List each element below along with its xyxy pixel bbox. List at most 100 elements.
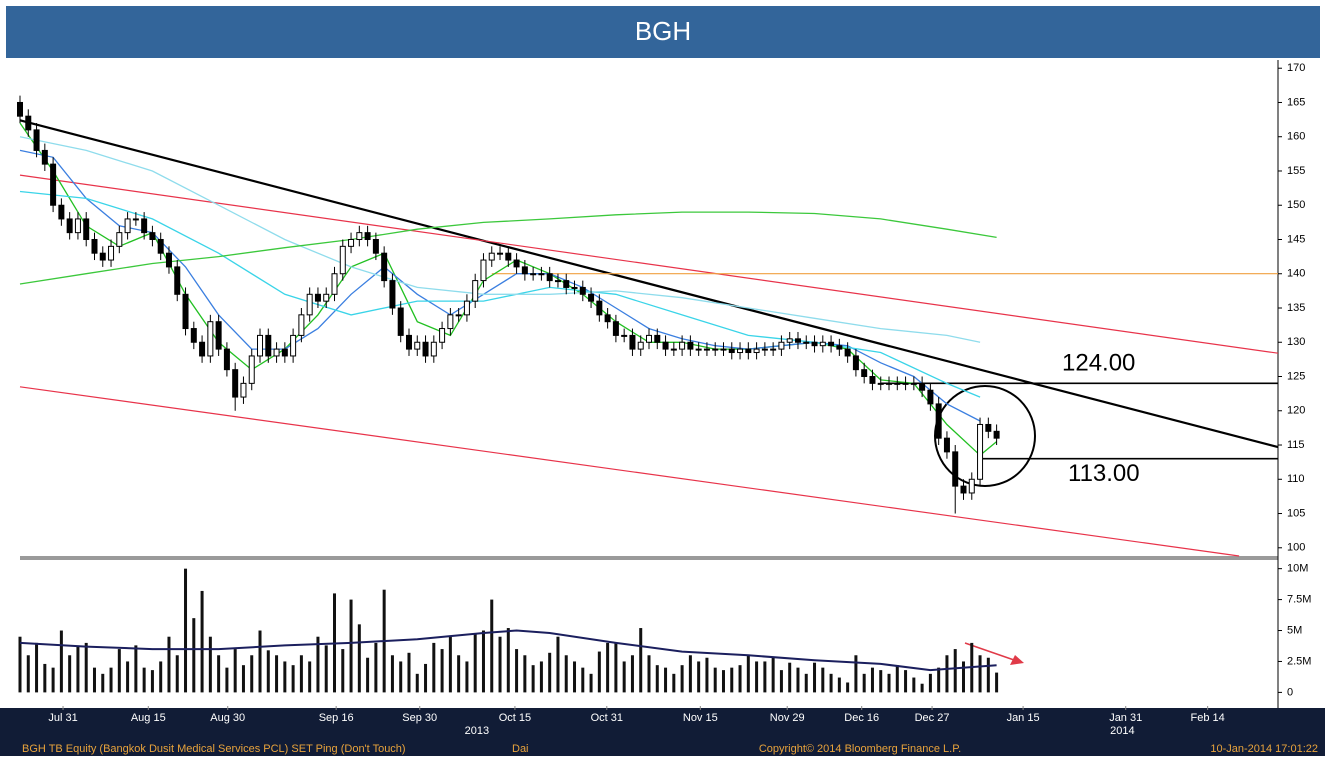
- volume-bar: [150, 670, 154, 693]
- volume-bar: [126, 661, 130, 693]
- volume-bar: [895, 665, 899, 693]
- y-tick-label: 115: [1287, 439, 1305, 451]
- candle-body: [290, 334, 297, 357]
- candle-body: [339, 245, 346, 275]
- candle-body: [41, 149, 48, 165]
- volume-bar: [76, 646, 80, 693]
- x-tick-label: Oct 31: [591, 712, 623, 724]
- volume-bar: [755, 661, 759, 693]
- candle-body: [695, 348, 702, 351]
- y-tick-label: 155: [1287, 165, 1305, 177]
- volume-bar: [995, 672, 999, 693]
- candle-body: [753, 348, 760, 354]
- volume-bar: [713, 667, 717, 693]
- x-tick-label: Aug 30: [210, 712, 245, 724]
- candle-body: [943, 437, 950, 453]
- volume-bar: [109, 667, 113, 693]
- volume-bar: [920, 683, 924, 693]
- volume-bar: [192, 618, 196, 693]
- volume-bar: [440, 649, 444, 693]
- volume-bar: [241, 665, 245, 693]
- volume-average: [19, 629, 997, 672]
- volume-bar: [84, 642, 88, 693]
- candle-body: [116, 232, 123, 247]
- candle-body: [745, 348, 752, 354]
- y-tick-label: 145: [1287, 233, 1305, 245]
- candle-body: [190, 328, 197, 343]
- volume-bar: [854, 655, 858, 693]
- candle-body: [17, 101, 23, 117]
- volume-bar: [655, 665, 659, 693]
- candle-body: [281, 348, 288, 357]
- candle-body: [637, 341, 644, 350]
- candle-body: [215, 321, 222, 350]
- candle-body: [199, 341, 206, 357]
- volume-bar: [457, 655, 461, 693]
- candle-body: [902, 382, 909, 385]
- x-tick-label: Feb 14: [1191, 712, 1225, 724]
- candle-body: [430, 341, 437, 357]
- footer-text: Dai: [512, 743, 529, 755]
- y2-tick-label: 10M: [1287, 563, 1308, 575]
- volume-bar: [606, 642, 610, 693]
- x-tick-label: Sep 30: [402, 712, 437, 724]
- candle-body: [124, 218, 131, 234]
- volume-bar: [796, 667, 800, 693]
- candle-body: [83, 218, 90, 240]
- candle-body: [993, 430, 1000, 439]
- candle-body: [563, 280, 570, 288]
- y-tick-label: 140: [1287, 268, 1305, 280]
- candle-body: [935, 403, 942, 439]
- y-tick-label: 160: [1287, 131, 1305, 143]
- volume-bar: [51, 667, 55, 693]
- volume-bar: [548, 652, 552, 693]
- volume-bar: [945, 655, 949, 693]
- candle-body: [74, 218, 81, 234]
- volume-bar: [175, 655, 179, 693]
- volume-bar: [639, 628, 643, 693]
- candle-body: [397, 307, 404, 336]
- volume-bar: [101, 673, 105, 693]
- candle-body: [596, 300, 603, 316]
- candle-body: [612, 321, 619, 336]
- candle-body: [761, 348, 768, 351]
- x-tick-label: Dec 16: [844, 712, 879, 724]
- candle-body: [422, 341, 429, 357]
- volume-bar: [341, 649, 345, 693]
- volume-bar: [829, 673, 833, 693]
- volume-bar: [225, 667, 229, 693]
- trend-line: [19, 119, 1279, 449]
- volume-bar: [821, 667, 825, 693]
- candle-body: [389, 280, 396, 309]
- y2-tick-label: 2.5M: [1287, 655, 1311, 667]
- volume-bar: [26, 655, 30, 693]
- volume-bar: [630, 655, 634, 693]
- candle-body: [646, 334, 652, 343]
- volume-bar: [184, 568, 188, 693]
- volume-bar: [862, 673, 866, 693]
- volume-bar: [357, 624, 361, 693]
- volume-bar: [730, 667, 734, 693]
- title-bar: [6, 6, 1320, 58]
- candle-body: [794, 338, 801, 343]
- x-tick-label: Dec 27: [915, 712, 950, 724]
- volume-bar: [953, 649, 957, 693]
- volume-bar: [879, 670, 883, 693]
- x-tick-label: Jan 15: [1007, 712, 1040, 724]
- volume-bar: [324, 645, 328, 693]
- candle-body: [629, 334, 636, 350]
- volume-bar: [697, 661, 701, 693]
- volume-bar: [68, 655, 72, 693]
- candle-body: [670, 348, 677, 351]
- candle-body: [174, 266, 181, 295]
- candle-body: [455, 314, 462, 317]
- footer-bar: [0, 708, 1325, 756]
- volume-bar: [771, 657, 775, 693]
- candle-body: [894, 382, 901, 385]
- footer-text: Copyright© 2014 Bloomberg Finance L.P.: [759, 743, 961, 755]
- candle-body: [968, 478, 975, 494]
- candle-body: [530, 273, 537, 276]
- y-tick-label: 100: [1287, 542, 1305, 554]
